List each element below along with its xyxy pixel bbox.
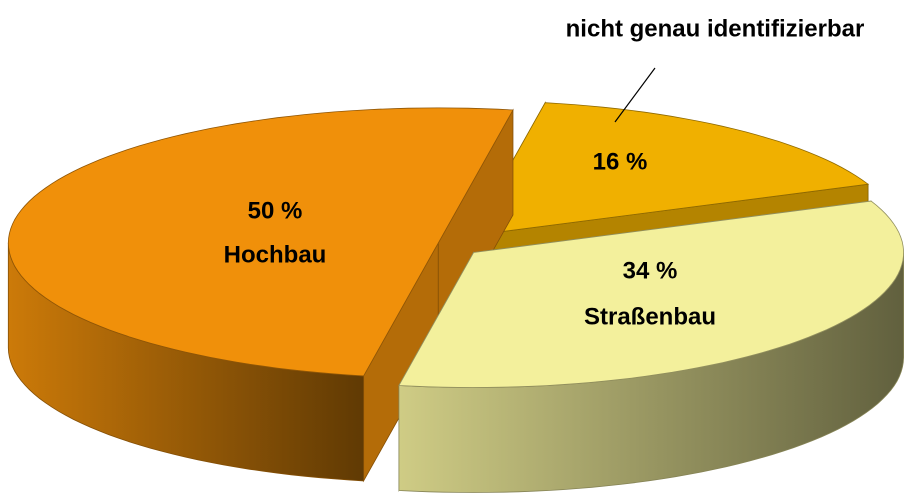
leader-line xyxy=(614,67,656,123)
category-label: Straßenbau xyxy=(584,303,716,330)
data-label: 50 % xyxy=(248,197,303,224)
data-label: 16 % xyxy=(593,148,648,175)
pie xyxy=(7,101,905,493)
slice xyxy=(398,200,905,388)
category-label: nicht genau identifizierbar xyxy=(566,15,865,42)
data-label: 34 % xyxy=(623,257,678,284)
slice xyxy=(7,107,514,377)
slice xyxy=(469,102,870,237)
category-label: Hochbau xyxy=(224,241,327,268)
